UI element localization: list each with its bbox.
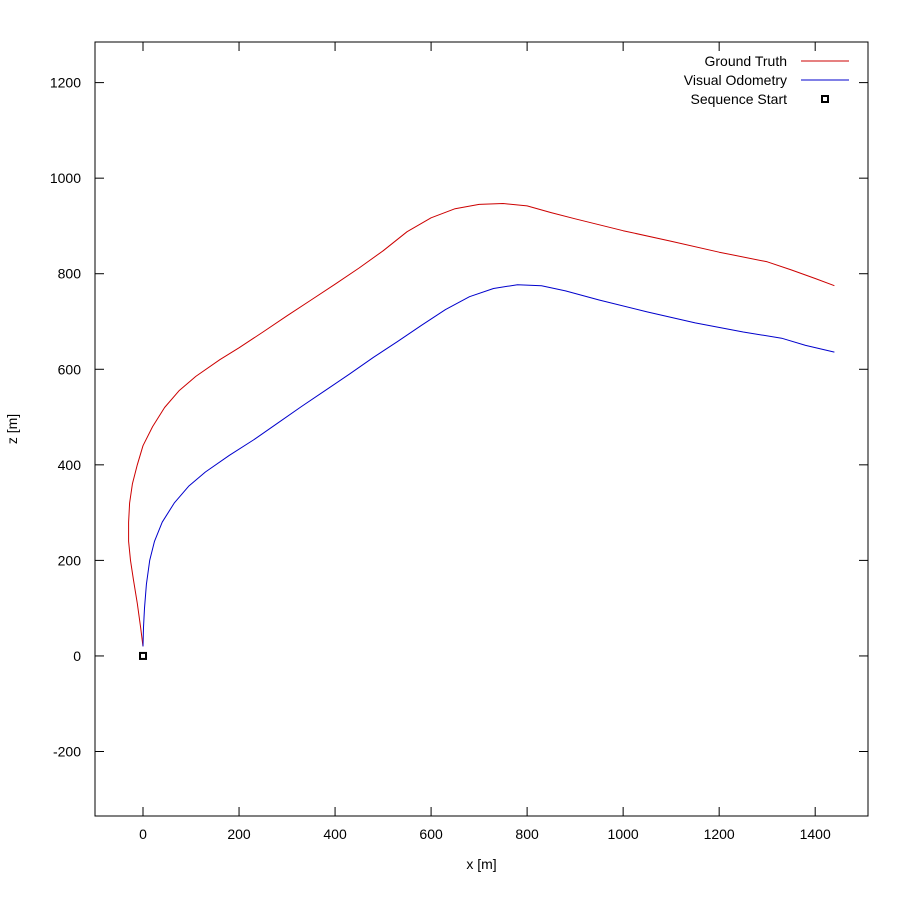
series-line-1 (142, 284, 835, 647)
x-tick-label: 400 (323, 826, 347, 842)
legend: Ground Truth Visual Odometry Sequence Star… (684, 53, 849, 107)
legend-label-2: Sequence Start (690, 91, 787, 107)
y-tick-label: 1200 (50, 75, 81, 91)
y-tick-label: 800 (58, 266, 82, 282)
x-tick-label: 1200 (704, 826, 735, 842)
legend-label-1: Visual Odometry (684, 72, 787, 88)
x-tick-label: 800 (515, 826, 539, 842)
sequence-start-marker (139, 651, 148, 660)
marker-layer (139, 651, 148, 660)
series-line-0 (128, 203, 835, 647)
legend-label-0: Ground Truth (705, 53, 788, 69)
y-tick-label: -200 (53, 744, 81, 760)
x-tick-label: 200 (227, 826, 251, 842)
series-layer (128, 203, 835, 647)
x-tick-label: 1400 (800, 826, 831, 842)
y-axis-label: z [m] (4, 414, 20, 444)
y-tick-label: 200 (58, 552, 82, 568)
legend-swatch-2 (821, 95, 829, 103)
x-tick-label: 600 (419, 826, 443, 842)
x-tick-label: 1000 (608, 826, 639, 842)
tick-marks (95, 42, 868, 816)
x-tick-label: 0 (139, 826, 147, 842)
x-axis-label: x [m] (466, 856, 496, 872)
y-tick-label: 400 (58, 457, 82, 473)
y-tick-label: 1000 (50, 170, 81, 186)
y-tick-label: 600 (58, 361, 82, 377)
plot-frame (94, 41, 869, 817)
tick-labels: 0 200 400 600 800 1000 1200 1400 -200 0 200 400 600 8… (50, 75, 831, 842)
y-tick-label: 0 (73, 648, 81, 664)
